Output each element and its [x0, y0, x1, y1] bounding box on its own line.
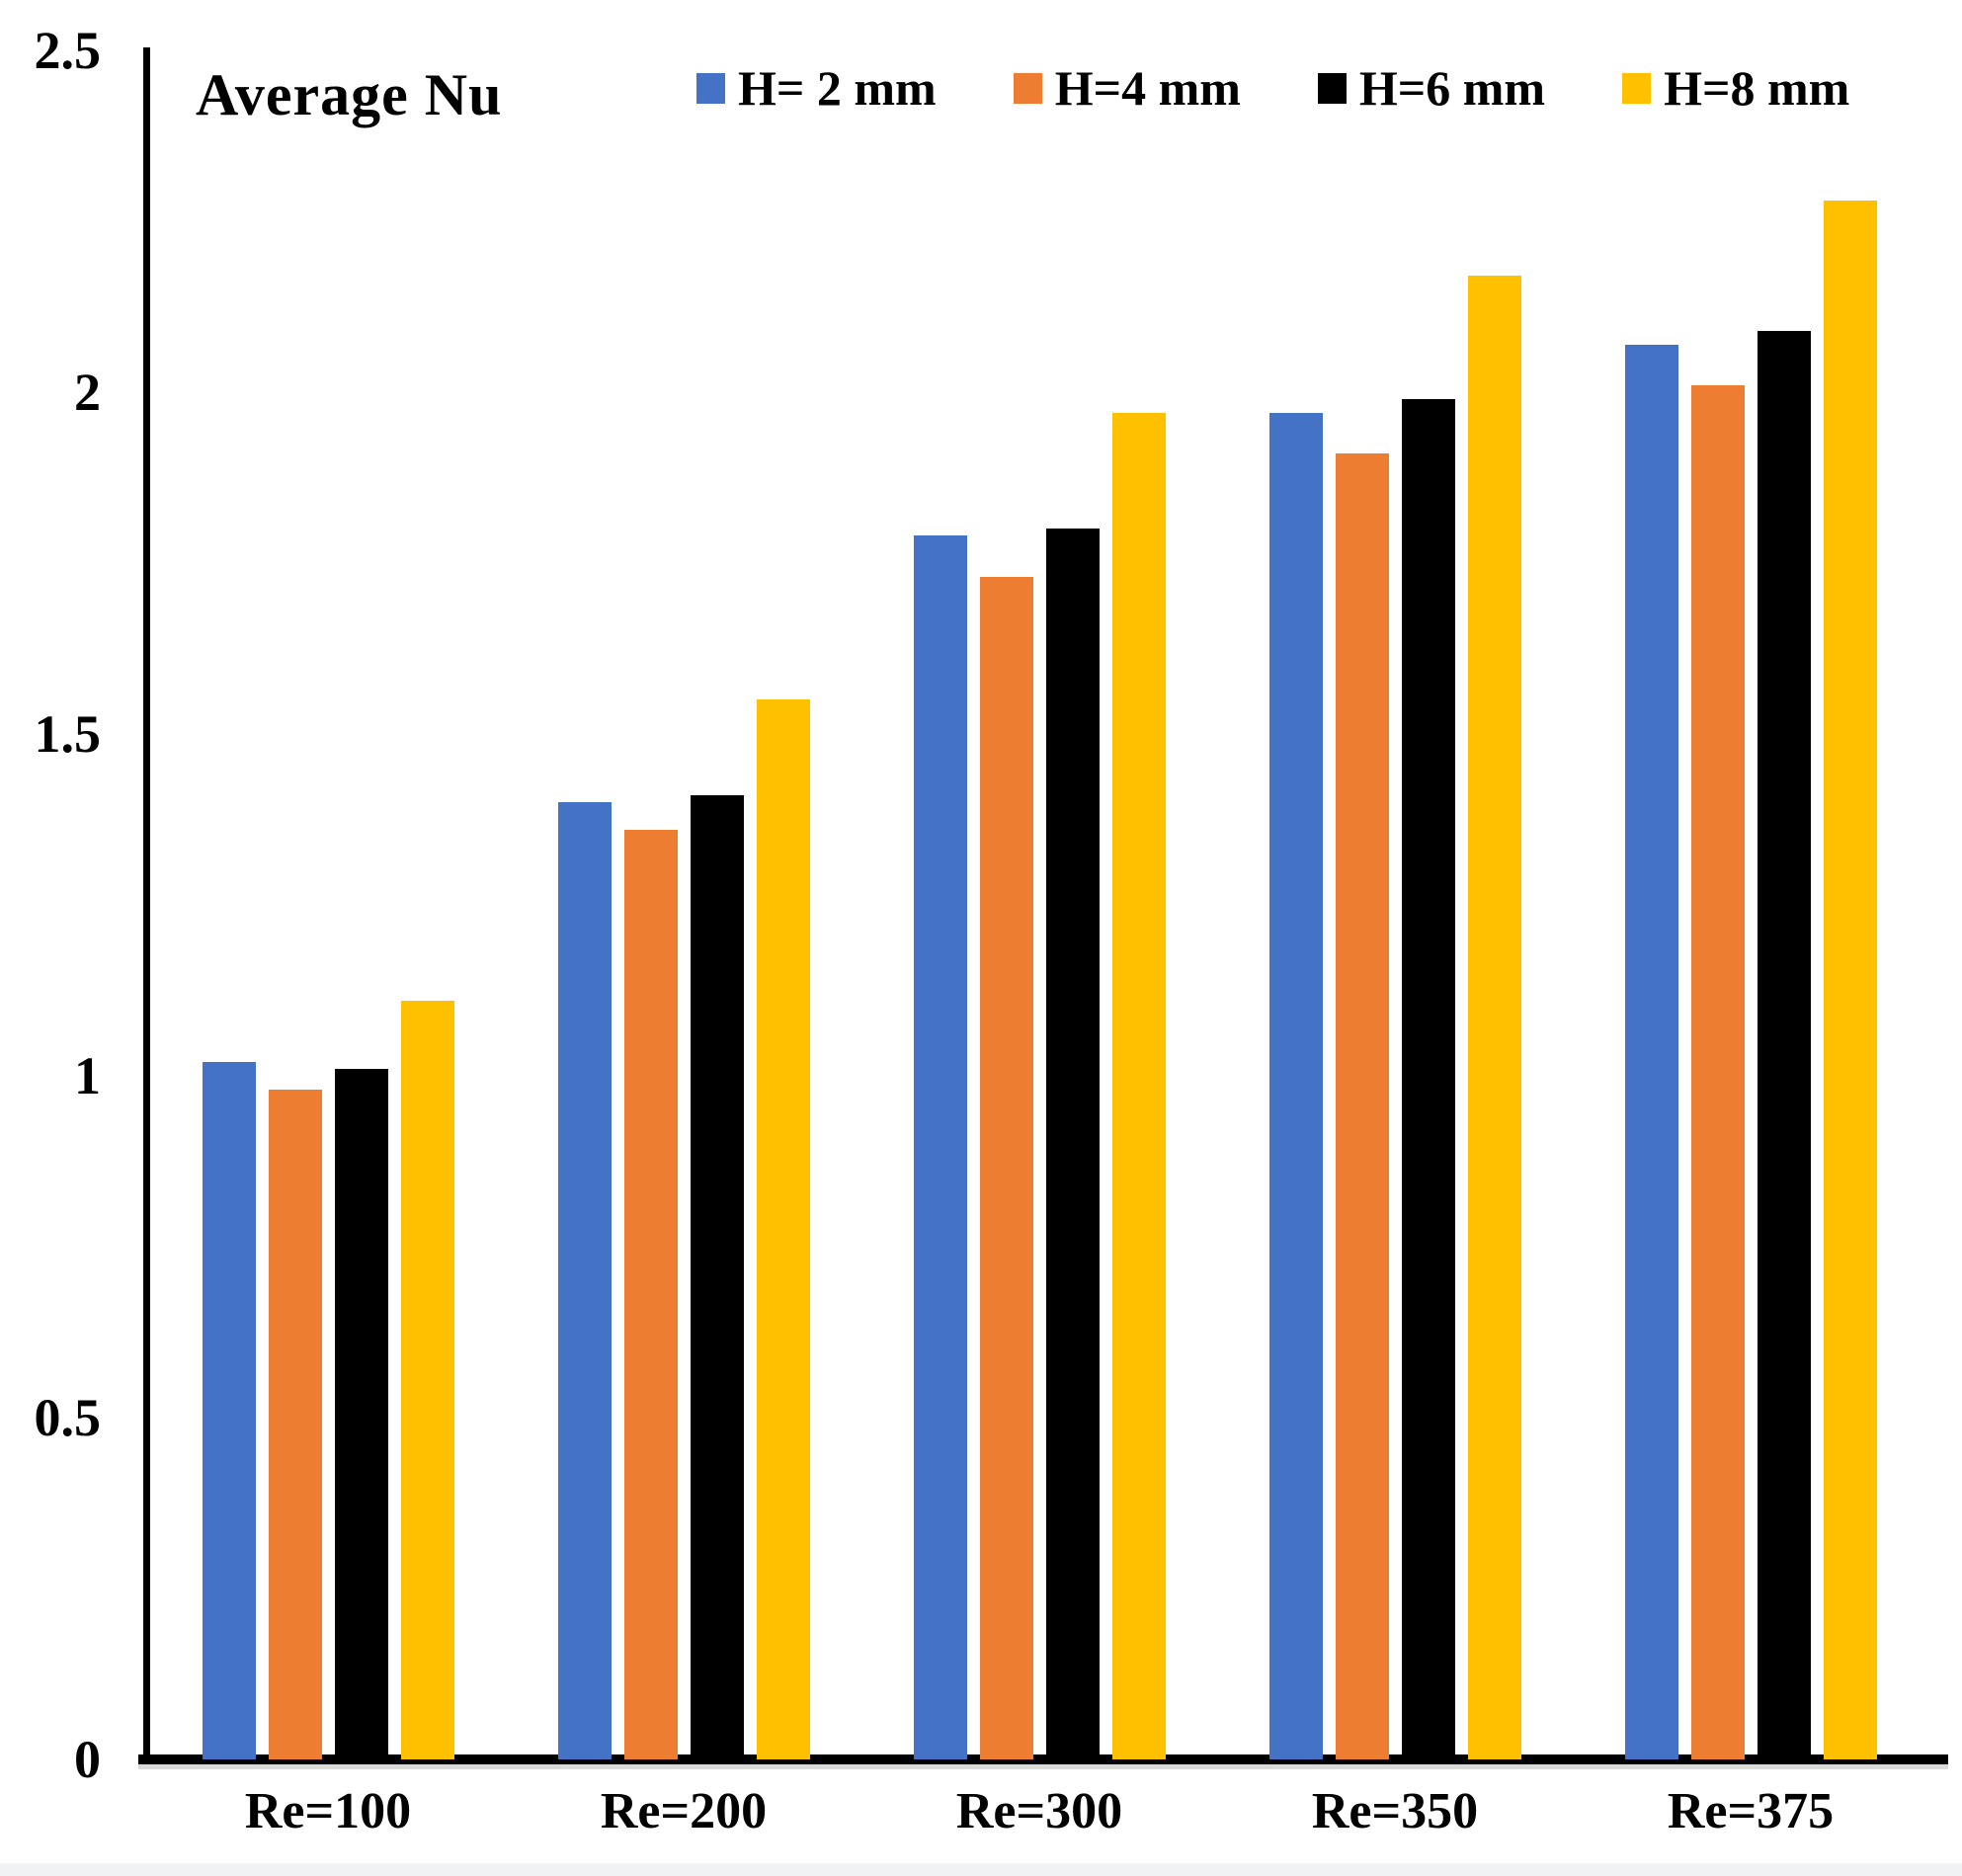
- bar-h-6-mm-re-375: [1757, 330, 1811, 1759]
- bar-h-8-mm-re-300: [1111, 412, 1166, 1759]
- x-tick-label-re-375: Re=375: [1667, 1783, 1835, 1839]
- x-tick-label-re-200: Re=200: [600, 1783, 768, 1839]
- bar-h-8-mm-re-200: [756, 699, 810, 1759]
- bar-group-re-350: [1217, 50, 1573, 1759]
- legend-swatch-icon: [1622, 72, 1652, 104]
- bar-h-6-mm-re-300: [1045, 529, 1100, 1759]
- bar-h-4-mm-re-300: [979, 576, 1033, 1759]
- legend-item-h-6-mm: H=6 mm: [1317, 60, 1546, 116]
- chart-title: Average Nu: [196, 62, 503, 127]
- legend-item-h-4-mm: H=4 mm: [1013, 60, 1241, 116]
- legend-label: H=4 mm: [1054, 60, 1241, 116]
- y-tick-label-2-5: 2.5: [34, 21, 102, 80]
- x-tick-label-re-300: Re=300: [955, 1783, 1123, 1839]
- y-tick-label-1: 1: [74, 1046, 101, 1105]
- screenshot-edge-band: [0, 1863, 1962, 1876]
- legend-label: H=8 mm: [1664, 60, 1850, 116]
- bar-h-4-mm-re-375: [1690, 385, 1745, 1759]
- bar-h-4-mm-re-200: [623, 829, 678, 1759]
- plot-area: [150, 50, 1928, 1759]
- x-axis-labels: Re=100 Re=200 Re=300 Re=350 Re=375: [150, 1786, 1928, 1837]
- y-axis-line: [143, 47, 150, 1762]
- bar-h-2-mm-re-200: [557, 802, 612, 1759]
- legend: H= 2 mm H=4 mm H=6 mm H=8 mm: [696, 63, 1849, 113]
- y-tick-label-1-5: 1.5: [34, 704, 102, 764]
- x-tick-label-re-350: Re=350: [1311, 1783, 1479, 1839]
- y-axis-tick-labels: 0 0.5 1 1.5 2 2.5: [0, 24, 105, 1786]
- bar-h-6-mm-re-350: [1401, 398, 1455, 1759]
- bar-group-re-300: [861, 50, 1217, 1759]
- bar-h-4-mm-re-350: [1335, 453, 1389, 1759]
- x-axis-line: [138, 1754, 1948, 1764]
- bar-h-2-mm-re-350: [1268, 412, 1323, 1759]
- bar-h-2-mm-re-375: [1624, 344, 1678, 1759]
- bar-h-2-mm-re-300: [913, 535, 967, 1759]
- y-tick-label-0-5: 0.5: [34, 1388, 102, 1447]
- legend-item-h-2-mm: H= 2 mm: [696, 63, 937, 113]
- legend-swatch-icon: [1013, 72, 1042, 104]
- bar-h-8-mm-re-100: [400, 1000, 454, 1759]
- bar-h-6-mm-re-200: [690, 795, 744, 1759]
- legend-item-h-8-mm: H=8 mm: [1622, 63, 1849, 113]
- bar-group-re-100: [150, 50, 506, 1759]
- legend-label: H=6 mm: [1358, 60, 1546, 116]
- y-tick-label-2: 2: [74, 363, 101, 422]
- bar-group-re-200: [506, 50, 861, 1759]
- legend-label: H= 2 mm: [738, 60, 937, 116]
- legend-swatch-icon: [696, 72, 725, 104]
- bar-h-8-mm-re-375: [1823, 201, 1877, 1759]
- legend-swatch-icon: [1317, 72, 1347, 104]
- bar-group-re-375: [1573, 50, 1928, 1759]
- bar-h-2-mm-re-100: [202, 1062, 256, 1759]
- bar-h-8-mm-re-350: [1467, 276, 1521, 1759]
- x-tick-label-re-100: Re=100: [244, 1783, 412, 1839]
- bar-h-6-mm-re-100: [334, 1069, 388, 1759]
- y-tick-label-0: 0: [74, 1730, 101, 1789]
- bar-h-4-mm-re-100: [268, 1089, 322, 1759]
